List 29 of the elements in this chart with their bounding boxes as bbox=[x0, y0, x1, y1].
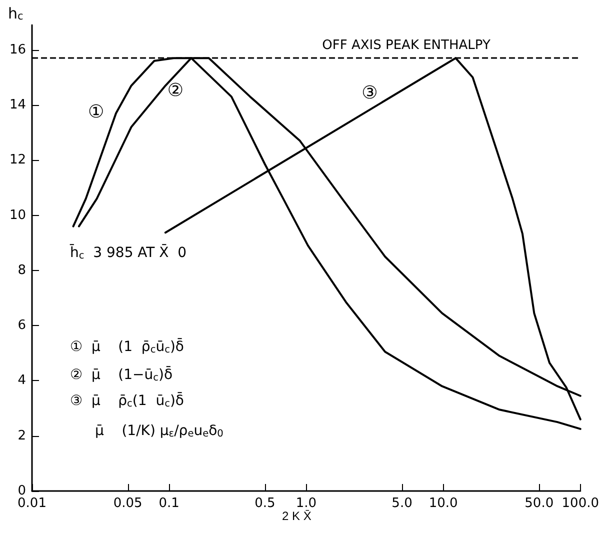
annotation: μ̄ (1/K) με/ρeueδ0 bbox=[95, 423, 224, 440]
y-tick-label: 12 bbox=[9, 152, 26, 168]
annotation: h̄c 3 985 AT X̄ 0 bbox=[69, 243, 187, 262]
y-tick-label: 16 bbox=[9, 42, 26, 58]
y-tick-label: 0 bbox=[18, 484, 26, 498]
y-tick-label: 14 bbox=[9, 97, 26, 112]
ref-line-label: OFF AXIS PEAK ENTHALPY bbox=[322, 38, 490, 54]
x-tick-label: 50.0 bbox=[524, 496, 554, 511]
x-tick-label: 5.0 bbox=[392, 496, 412, 511]
x-tick-label: 0.05 bbox=[113, 496, 142, 511]
x-tick-label: 0.5 bbox=[254, 496, 276, 511]
annotation: ① μ̄ (1 ρ̄cūc)δ̄ bbox=[70, 337, 184, 356]
series-label: ① bbox=[88, 102, 104, 123]
y-axis-title: hc bbox=[8, 4, 24, 22]
y-tick-label: 8 bbox=[18, 262, 26, 278]
annotation: ③ μ̄ ρ̄c(1 ūc)δ̄ bbox=[70, 391, 184, 410]
y-tick-label: 4 bbox=[18, 373, 26, 388]
series-label: ③ bbox=[362, 82, 378, 104]
x-axis-title: 2 K X̄ bbox=[282, 509, 312, 523]
y-tick-label: 2 bbox=[18, 428, 26, 444]
x-tick-label: 0.1 bbox=[158, 496, 180, 511]
x-tick-label: 0.01 bbox=[18, 496, 46, 511]
series-label: ② bbox=[167, 80, 184, 102]
y-tick-label: 10 bbox=[9, 208, 26, 223]
y-tick-label: 6 bbox=[18, 318, 26, 334]
annotation: ② μ̄ (1−ūc)δ̄ bbox=[70, 365, 173, 384]
x-tick-label: 1.0 bbox=[296, 496, 317, 511]
x-tick-label: 10.0 bbox=[428, 496, 458, 511]
x-tick-label: 100.0 bbox=[562, 496, 599, 511]
